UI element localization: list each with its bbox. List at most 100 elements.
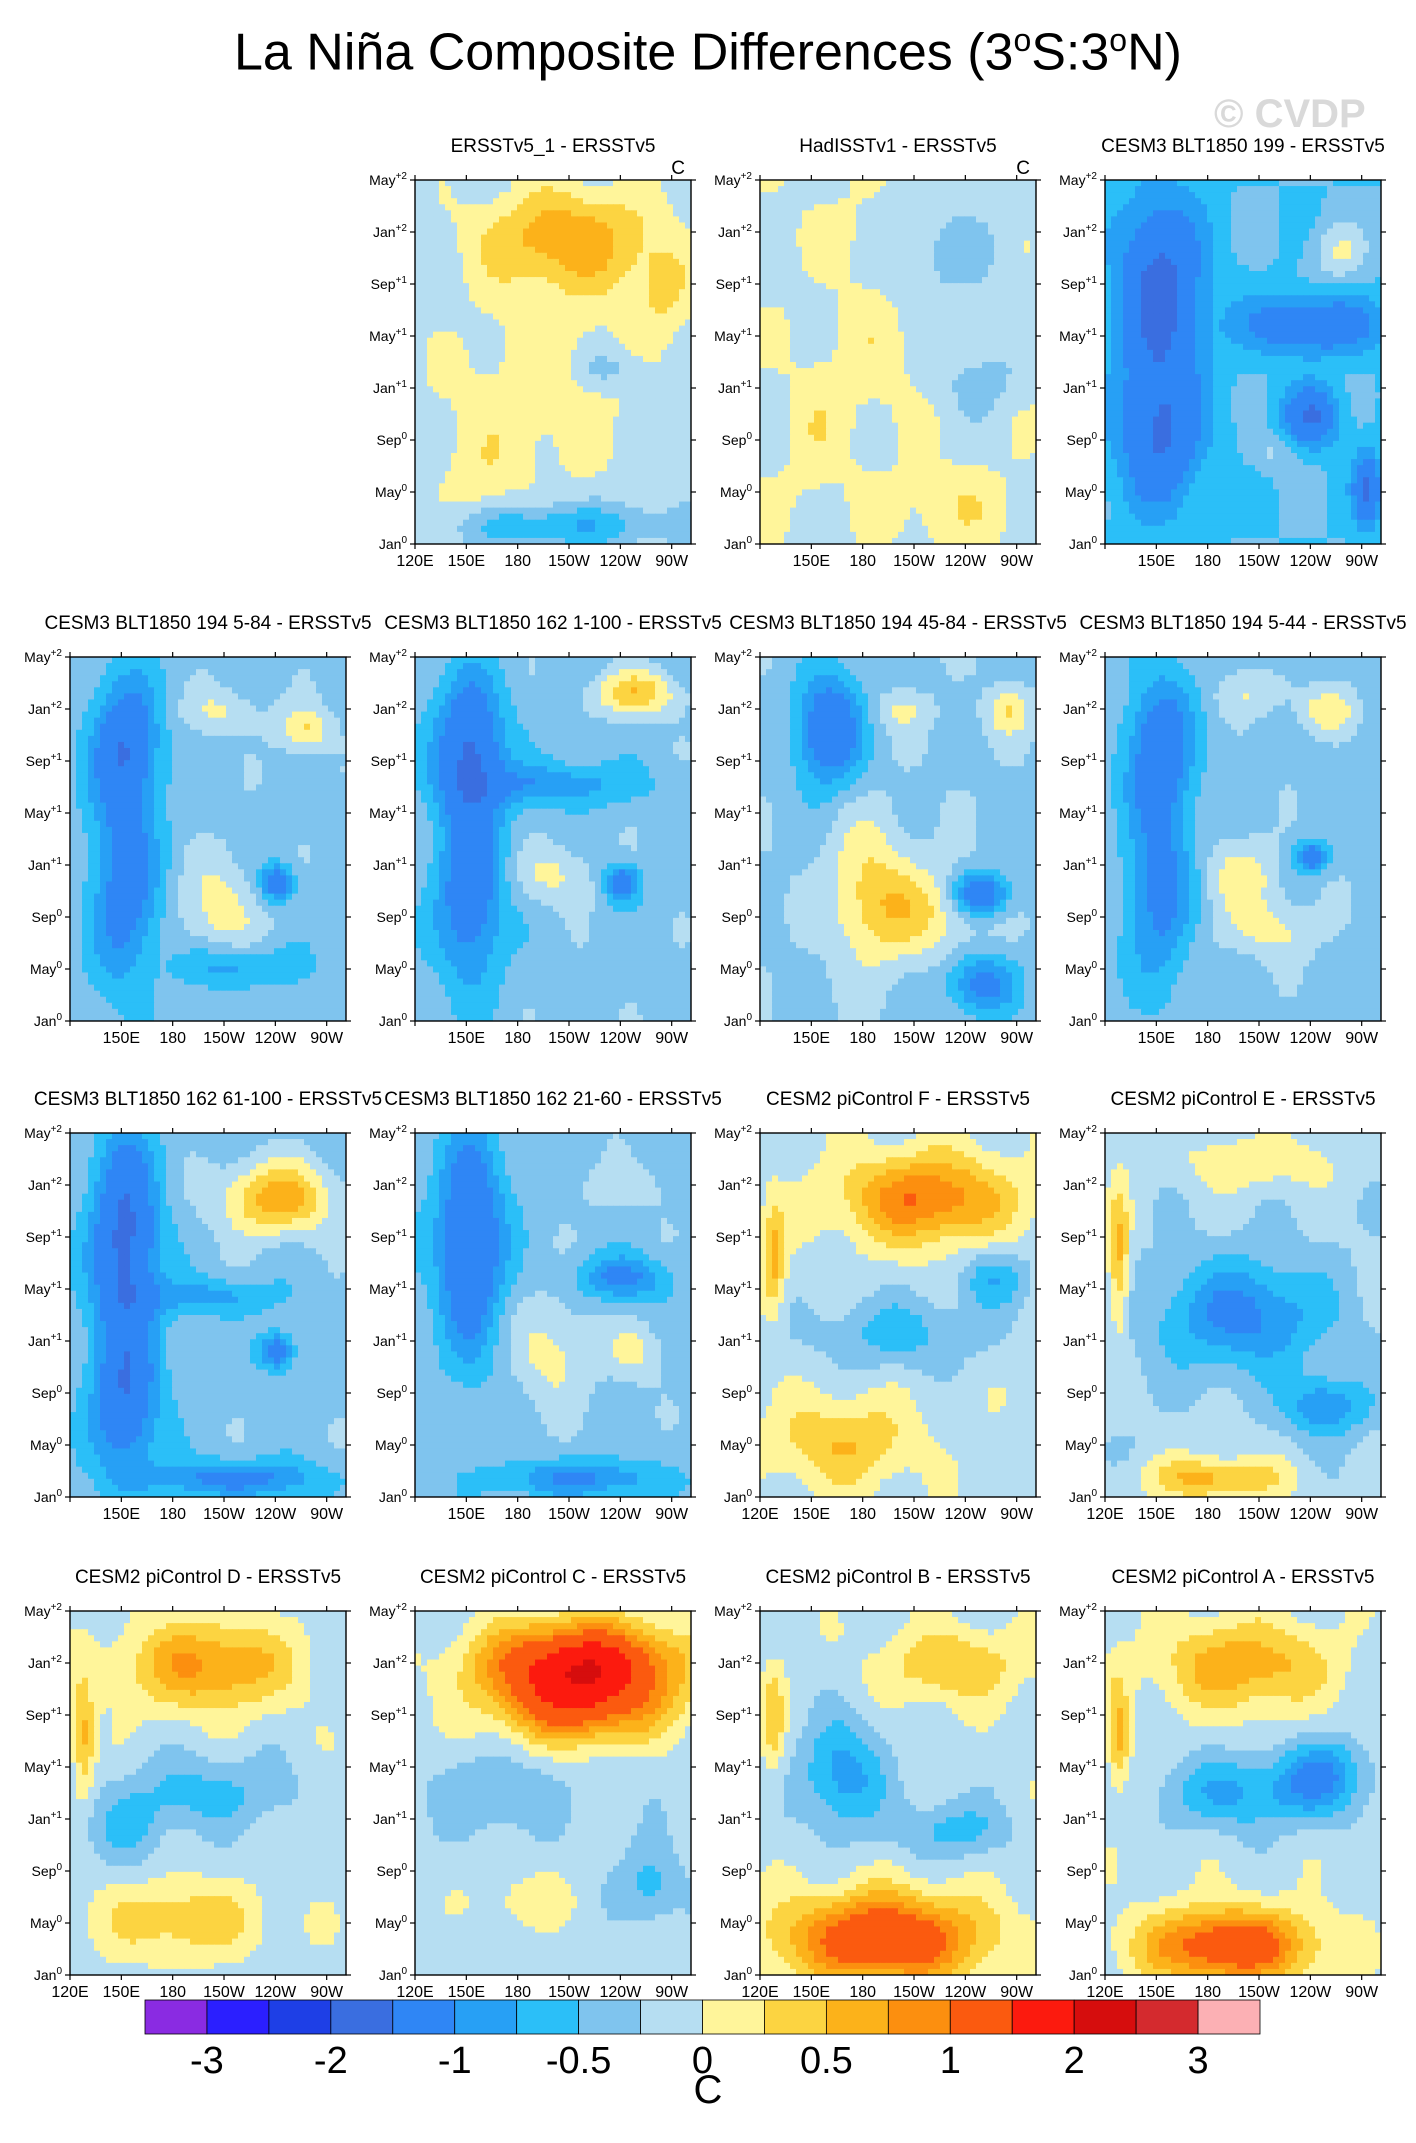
heatmap-cell [856, 325, 863, 333]
heatmap-cell [607, 319, 614, 327]
heatmap-cell [826, 355, 833, 363]
heatmap-cell [565, 465, 572, 472]
heatmap-cell [619, 380, 626, 387]
heatmap-cell [619, 210, 626, 217]
heatmap-cell [481, 428, 488, 436]
heatmap-cell [559, 428, 566, 436]
heatmap-cell [850, 434, 857, 442]
heatmap-cell [619, 422, 626, 430]
heatmap-cell [535, 404, 542, 412]
heatmap-cell [1012, 465, 1019, 472]
heatmap-cell [928, 319, 935, 327]
heatmap-cell [820, 325, 827, 333]
heatmap-cell [1024, 374, 1031, 381]
heatmap-cell [808, 453, 815, 460]
heatmap-cell [613, 216, 620, 224]
heatmap-cell [607, 380, 614, 387]
heatmap-cell [784, 398, 791, 406]
heatmap-cell [679, 362, 686, 369]
heatmap-cell [820, 459, 827, 466]
heatmap-cell [415, 471, 422, 478]
heatmap-cell [952, 428, 959, 436]
heatmap-cell [1000, 434, 1007, 442]
heatmap-cell [595, 525, 602, 533]
heatmap-cell [838, 271, 845, 278]
heatmap-cell [535, 337, 542, 345]
heatmap-cell [820, 192, 827, 199]
heatmap-cell [910, 186, 917, 193]
heatmap-cell [916, 204, 923, 211]
heatmap-cell [868, 380, 875, 387]
heatmap-cell [433, 240, 440, 248]
heatmap-cell [433, 301, 440, 308]
heatmap-cell [928, 277, 935, 284]
heatmap-cell [475, 180, 482, 187]
heatmap-cell [535, 198, 542, 205]
heatmap-cell [673, 531, 680, 539]
heatmap-cell [445, 477, 452, 484]
heatmap-cell [1030, 446, 1036, 454]
heatmap-cell [802, 204, 809, 211]
heatmap-cell [445, 271, 452, 278]
heatmap-cell [790, 289, 797, 296]
heatmap-cell [643, 477, 650, 484]
heatmap-cell [607, 386, 614, 393]
heatmap-cell [517, 459, 524, 466]
heatmap-cell [625, 483, 632, 490]
heatmap-field [760, 180, 1036, 544]
heatmap-cell [475, 228, 482, 236]
heatmap-cell [601, 374, 608, 381]
heatmap-cell [1006, 440, 1013, 448]
heatmap-cell [892, 319, 899, 327]
heatmap-cell [982, 374, 989, 381]
heatmap-cell [1024, 355, 1031, 363]
heatmap-cell [469, 410, 476, 418]
heatmap-cell [1012, 216, 1019, 224]
heatmap-cell [667, 446, 674, 454]
heatmap-cell [994, 392, 1001, 399]
heatmap-cell [517, 271, 524, 278]
heatmap-cell [772, 446, 779, 454]
heatmap-cell [1024, 222, 1031, 230]
heatmap-cell [808, 246, 815, 254]
heatmap-cell [667, 440, 674, 448]
heatmap-cell [679, 489, 686, 497]
heatmap-cell [844, 380, 851, 387]
heatmap-cell [511, 216, 518, 224]
heatmap-cell [547, 519, 554, 527]
heatmap-cell [565, 489, 572, 497]
heatmap-cell [844, 313, 851, 321]
heatmap-cell [679, 210, 686, 217]
heatmap-cell [499, 446, 506, 454]
heatmap-cell [601, 240, 608, 248]
heatmap-cell [952, 271, 959, 278]
heatmap-cell [595, 246, 602, 254]
heatmap-cell [529, 252, 536, 260]
heatmap-cell [814, 416, 821, 424]
heatmap-cell [529, 180, 536, 187]
heatmap-cell [529, 307, 536, 315]
heatmap-cell [856, 428, 863, 436]
heatmap-cell [766, 313, 773, 321]
heatmap-cell [577, 459, 584, 466]
heatmap-cell [439, 210, 446, 217]
heatmap-cell [487, 222, 494, 230]
heatmap-cell [433, 531, 440, 539]
heatmap-cell [862, 325, 869, 333]
heatmap-cell [778, 180, 785, 187]
heatmap-cell [964, 313, 971, 321]
heatmap-cell [529, 453, 536, 460]
heatmap-cell [577, 531, 584, 539]
heatmap-cell [898, 289, 905, 296]
heatmap-cell [844, 386, 851, 393]
heatmap-cell [808, 422, 815, 430]
heatmap-cell [958, 283, 965, 290]
heatmap-cell [910, 410, 917, 418]
heatmap-cell [595, 404, 602, 412]
heatmap-cell [844, 343, 851, 351]
heatmap-cell [934, 440, 941, 448]
heatmap-cell [940, 337, 947, 345]
heatmap-cell [934, 380, 941, 387]
heatmap-cell [790, 380, 797, 387]
heatmap-cell [952, 204, 959, 211]
